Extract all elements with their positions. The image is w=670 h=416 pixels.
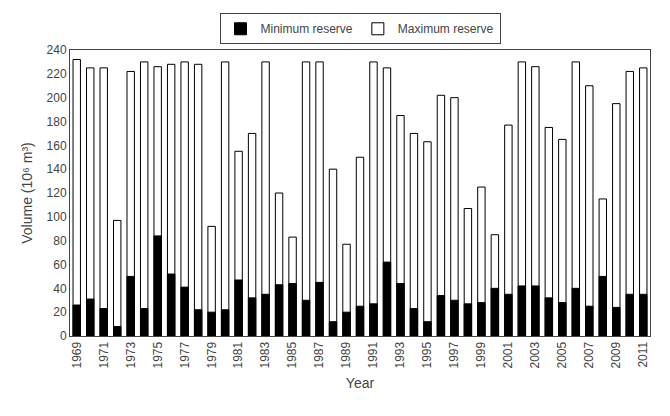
svg-text:Minimum reserve: Minimum reserve [261,22,353,36]
svg-text:1971: 1971 [97,341,111,368]
svg-text:1979: 1979 [205,341,219,368]
svg-text:1973: 1973 [124,341,138,368]
svg-text:Maximum reserve: Maximum reserve [398,22,494,36]
svg-text:180: 180 [47,115,67,129]
svg-text:1999: 1999 [474,341,488,368]
svg-text:40: 40 [53,282,67,296]
svg-text:140: 140 [47,162,67,176]
svg-text:1977: 1977 [178,341,192,368]
svg-text:Year: Year [346,375,375,391]
svg-text:1981: 1981 [232,341,246,368]
svg-text:120: 120 [47,186,67,200]
svg-text:160: 160 [47,139,67,153]
svg-text:1975: 1975 [151,341,165,368]
svg-text:Volume (10⁶ m³): Volume (10⁶ m³) [19,142,35,243]
svg-text:100: 100 [47,210,67,224]
svg-text:220: 220 [47,67,67,81]
svg-text:2003: 2003 [528,341,542,368]
svg-text:1969: 1969 [70,341,84,368]
svg-text:200: 200 [47,91,67,105]
svg-text:2011: 2011 [636,341,650,367]
svg-text:2001: 2001 [501,341,515,368]
svg-text:2009: 2009 [609,341,623,368]
svg-text:80: 80 [53,234,67,248]
svg-text:0: 0 [60,329,67,343]
svg-text:20: 20 [53,305,67,319]
svg-text:1995: 1995 [420,341,434,368]
svg-text:240: 240 [47,43,67,57]
svg-text:2007: 2007 [582,341,596,368]
svg-text:60: 60 [53,258,67,272]
svg-text:1985: 1985 [285,341,299,368]
svg-text:1989: 1989 [339,341,353,368]
svg-text:2005: 2005 [555,341,569,368]
svg-text:1997: 1997 [447,341,461,368]
svg-text:1991: 1991 [366,341,380,368]
svg-text:1987: 1987 [312,341,326,368]
svg-text:1983: 1983 [258,341,272,368]
svg-text:1993: 1993 [393,341,407,368]
